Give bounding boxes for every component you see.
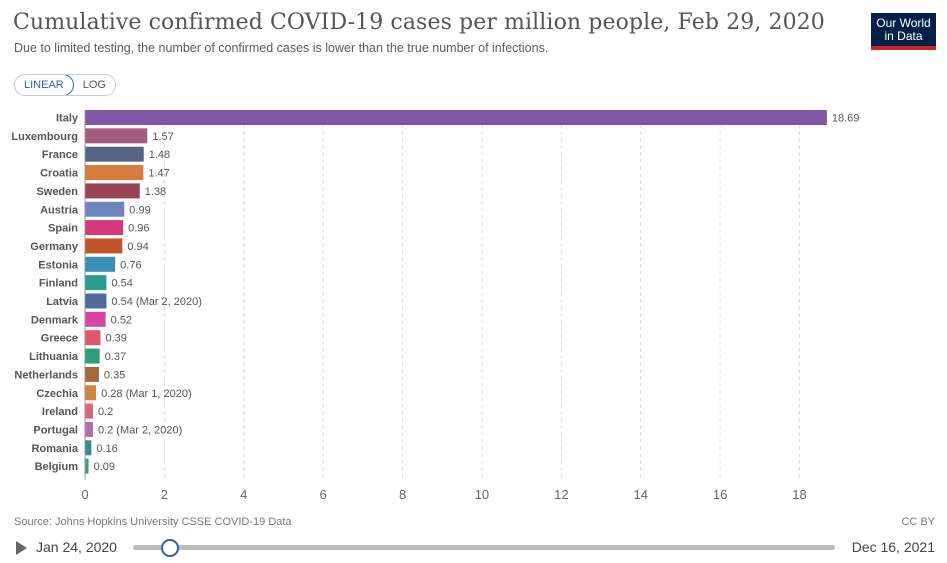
bar [85,348,100,364]
timeline: Jan 24, 2020 Dec 16, 2021 [0,535,947,561]
bar-value-label: 0.35 [104,369,125,381]
x-tick-label: 10 [475,487,489,502]
bar-value-label: 0.94 [127,241,148,253]
bar-value-label: 0.54 [111,278,132,290]
bar-category-label: France [42,149,78,161]
x-tick-label: 6 [320,487,327,502]
bar-value-label: 0.54 (Mar 2, 2020) [111,296,202,308]
bar [85,330,101,346]
bar [85,146,144,162]
bar-value-label: 1.47 [148,168,169,180]
bar-category-label: Austria [40,204,79,216]
logo-line-1: Our World [876,16,931,30]
bar-category-label: Finland [39,278,78,290]
bar-category-label: Estonia [38,259,79,271]
bar [85,238,123,254]
bar [85,275,107,291]
bar [85,256,116,272]
bar-value-label: 0.28 (Mar 1, 2020) [101,388,192,400]
play-icon[interactable] [16,541,27,555]
bar-chart: 0 2 4 6 8 10 12 14 16 18 Italy 18.69 Luxembourg 1.57 F… [11,110,860,502]
bar [85,165,144,181]
bar-category-label: Denmark [31,314,79,326]
bar [85,403,93,419]
bar-category-label: Portugal [33,424,78,436]
bar-value-label: 0.37 [105,351,126,363]
bar-category-label: Croatia [40,168,79,180]
bar-value-label: 18.69 [832,113,860,125]
bar [85,183,140,199]
bar-value-label: 0.39 [105,333,126,345]
bar-category-label: Sweden [36,186,78,198]
bar-value-label: 0.2 (Mar 2, 2020) [98,424,182,436]
x-tick-label: 0 [81,487,88,502]
bar-category-label: Ireland [42,406,78,418]
linear-scale-button[interactable]: LINEAR [14,75,74,95]
bar [85,220,124,236]
bar [85,421,93,437]
x-tick-label: 4 [240,487,247,502]
bar-value-label: 0.52 [111,314,132,326]
bar-value-label: 0.16 [96,443,117,455]
bar-value-label: 0.99 [129,204,150,216]
logo-line-2: in Data [884,29,923,43]
bar-category-label: Italy [56,113,79,125]
x-tick-label: 16 [713,487,727,502]
bar [85,110,827,125]
bar [85,293,107,309]
x-tick-label: 8 [399,487,406,502]
bar-category-label: Spain [48,223,78,235]
owid-logo[interactable]: Our World in Data [871,13,936,50]
bar-category-label: Romania [32,443,79,455]
bar-category-label: Latvia [46,296,79,308]
bar-value-label: 0.96 [128,223,149,235]
bar-category-label: Czechia [36,388,78,400]
bar [85,440,92,456]
chart-subtitle: Due to limited testing, the number of co… [14,41,549,55]
bar [85,385,97,401]
x-tick-label: 12 [554,487,568,502]
bar [85,458,89,474]
license-label[interactable]: CC BY [901,516,935,528]
bar [85,366,99,382]
bar-category-label: Netherlands [14,369,78,381]
x-tick-label: 18 [792,487,806,502]
x-tick-label: 14 [633,487,647,502]
timeline-handle[interactable] [161,539,179,557]
bar [85,311,106,327]
bar-value-label: 0.76 [120,259,141,271]
bar [85,128,148,144]
bar-value-label: 1.48 [149,149,170,161]
bar [85,201,125,217]
bar-category-label: Greece [41,333,78,345]
bar-value-label: 1.38 [145,186,166,198]
source-note[interactable]: Source: Johns Hopkins University CSSE CO… [14,516,292,528]
scale-toggle: LINEAR LOG [14,74,116,96]
bar-value-label: 1.57 [152,131,173,143]
bar-value-label: 0.2 [98,406,113,418]
timeline-track[interactable] [133,545,835,550]
bar-value-label: 0.09 [94,461,115,473]
chart-title: Cumulative confirmed COVID-19 cases per … [13,10,825,35]
log-scale-button[interactable]: LOG [73,75,115,95]
bar-category-label: Luxembourg [11,131,78,143]
timeline-start-date: Jan 24, 2020 [36,539,117,555]
x-tick-label: 2 [161,487,168,502]
bar-category-label: Germany [30,241,79,253]
timeline-end-date: Dec 16, 2021 [851,539,935,555]
bar-category-label: Belgium [35,461,79,473]
bar-category-label: Lithuania [29,351,79,363]
